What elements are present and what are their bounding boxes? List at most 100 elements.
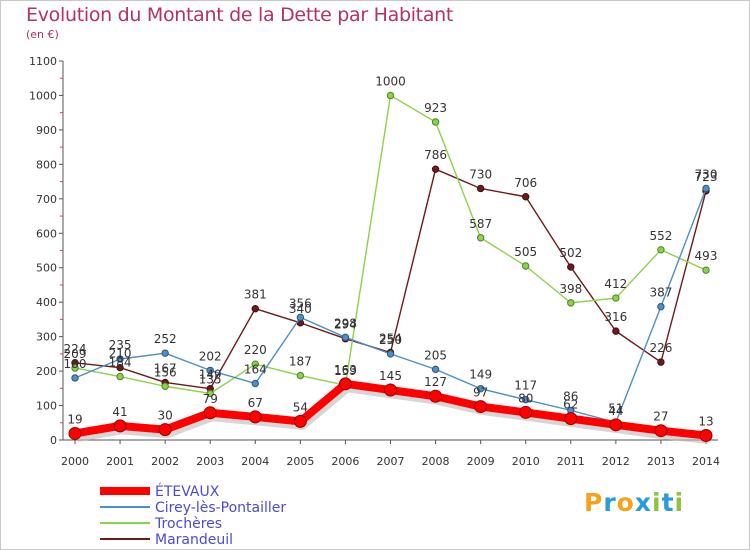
x-tick-label: 2012: [602, 455, 630, 468]
data-label-troch-res: 159: [334, 364, 357, 378]
data-label-marandeuil: 706: [514, 176, 537, 190]
data-point-marandeuil: [251, 305, 259, 313]
x-tick-label: 2001: [106, 455, 134, 468]
data-point-cirey-l-s-pontailler: [386, 350, 395, 358]
data-label-troch-res: 184: [109, 356, 132, 370]
data-label-marandeuil: 786: [424, 148, 447, 162]
data-point--tevaux: [248, 410, 262, 424]
data-point-marandeuil: [567, 263, 575, 271]
data-label-troch-res: 1000: [375, 74, 406, 88]
x-tick-label: 2000: [61, 455, 89, 468]
data-point-marandeuil: [476, 184, 485, 193]
logo-letter: x: [634, 488, 652, 517]
data-point--tevaux: [699, 429, 713, 443]
y-tick-label: 800: [36, 158, 57, 171]
data-point-marandeuil: [657, 358, 665, 366]
y-tick-label: 900: [36, 124, 57, 137]
data-point-marandeuil: [612, 327, 620, 335]
data-point-cirey-l-s-pontailler: [206, 366, 214, 375]
data-label-marandeuil: 502: [559, 246, 582, 260]
data-point-cirey-l-s-pontailler: [702, 184, 710, 193]
data-point-troch-res: [476, 234, 485, 242]
data-point--tevaux: [519, 405, 533, 419]
x-tick-label: 2004: [241, 455, 269, 468]
data-label--tevaux: 79: [203, 392, 218, 406]
data-label-cirey-l-s-pontailler: 51: [608, 401, 623, 415]
y-tick-label: 200: [36, 365, 57, 378]
logo-letter: t: [661, 488, 675, 517]
data-label-cirey-l-s-pontailler: 252: [154, 332, 177, 346]
data-point-cirey-l-s-pontailler: [657, 302, 665, 311]
data-label--tevaux: 80: [518, 391, 533, 405]
legend-label-cirey-l-s-pontailler: Cirey-lès-Pontailler: [155, 500, 286, 516]
logo-letter: r: [603, 488, 617, 517]
data-label-cirey-l-s-pontailler: 205: [424, 348, 447, 362]
data-label-troch-res: 587: [469, 217, 492, 231]
data-label-marandeuil: 294: [334, 318, 357, 332]
data-point-troch-res: [522, 262, 530, 270]
data-point-cirey-l-s-pontailler: [296, 313, 305, 322]
logo-letter: i: [674, 488, 685, 517]
data-point--tevaux: [203, 406, 217, 420]
chart-title: Evolution du Montant de la Dette par Hab…: [26, 4, 454, 26]
data-point-troch-res: [206, 389, 214, 398]
data-label-troch-res: 505: [514, 245, 537, 259]
data-point--tevaux: [384, 383, 397, 397]
data-point-marandeuil: [431, 165, 440, 173]
logo-letter: o: [616, 488, 635, 517]
data-label--tevaux: 13: [698, 415, 713, 429]
data-point--tevaux: [293, 414, 307, 428]
data-label-marandeuil: 254: [379, 331, 402, 345]
data-point-cirey-l-s-pontailler: [476, 384, 485, 393]
data-point-troch-res: [567, 299, 575, 307]
data-label-cirey-l-s-pontailler: 164: [244, 362, 267, 376]
data-label-troch-res: 220: [244, 343, 267, 357]
data-point-cirey-l-s-pontailler: [431, 365, 440, 374]
y-tick-label: 300: [36, 331, 57, 344]
data-label-troch-res: 135: [199, 372, 222, 386]
data-label-marandeuil: 316: [604, 310, 627, 324]
logo-letter: P: [584, 488, 604, 517]
data-label-cirey-l-s-pontailler: 149: [469, 368, 492, 382]
x-tick-label: 2005: [286, 455, 314, 468]
y-tick-label: 1000: [29, 89, 57, 102]
data-label--tevaux: 127: [424, 375, 447, 389]
legend-label-troch-res: Trochères: [154, 516, 222, 532]
data-label-cirey-l-s-pontailler: 86: [563, 389, 578, 403]
data-label-cirey-l-s-pontailler: 180: [64, 357, 87, 371]
x-tick-label: 2010: [512, 455, 540, 468]
data-label-cirey-l-s-pontailler: 250: [379, 333, 402, 347]
data-point-marandeuil: [116, 363, 124, 372]
data-label-troch-res: 493: [695, 249, 718, 263]
x-tick-label: 2011: [557, 455, 585, 468]
data-label--tevaux: 97: [473, 386, 488, 400]
logo-letter: i: [652, 488, 662, 517]
data-point--tevaux: [158, 423, 172, 437]
data-label--tevaux: 27: [653, 410, 668, 424]
data-label-marandeuil: 340: [289, 302, 312, 316]
data-label-marandeuil: 167: [154, 361, 177, 375]
series-line-troch-res: [74, 94, 707, 395]
data-label-troch-res: 187: [289, 355, 312, 369]
y-tick-label: 400: [36, 296, 57, 309]
data-label-cirey-l-s-pontailler: 387: [649, 286, 672, 300]
data-point--tevaux: [564, 412, 578, 426]
data-point-troch-res: [116, 372, 124, 381]
data-point-troch-res: [296, 371, 305, 380]
data-label-cirey-l-s-pontailler: 235: [109, 338, 132, 352]
y-tick-label: 100: [36, 400, 57, 413]
data-label--tevaux: 67: [248, 396, 263, 410]
data-label-troch-res: 412: [604, 277, 627, 291]
data-point-cirey-l-s-pontailler: [161, 349, 169, 357]
data-label-marandeuil: 381: [244, 288, 267, 302]
data-label-cirey-l-s-pontailler: 202: [199, 349, 222, 363]
data-label-troch-res: 552: [649, 229, 672, 243]
data-label-marandeuil: 730: [469, 167, 492, 181]
data-label-marandeuil: 226: [649, 341, 672, 355]
chart-unit: (en €): [26, 28, 59, 41]
data-label-marandeuil: 210: [109, 347, 132, 361]
data-label--tevaux: 30: [158, 409, 173, 423]
data-point-troch-res: [657, 246, 665, 254]
